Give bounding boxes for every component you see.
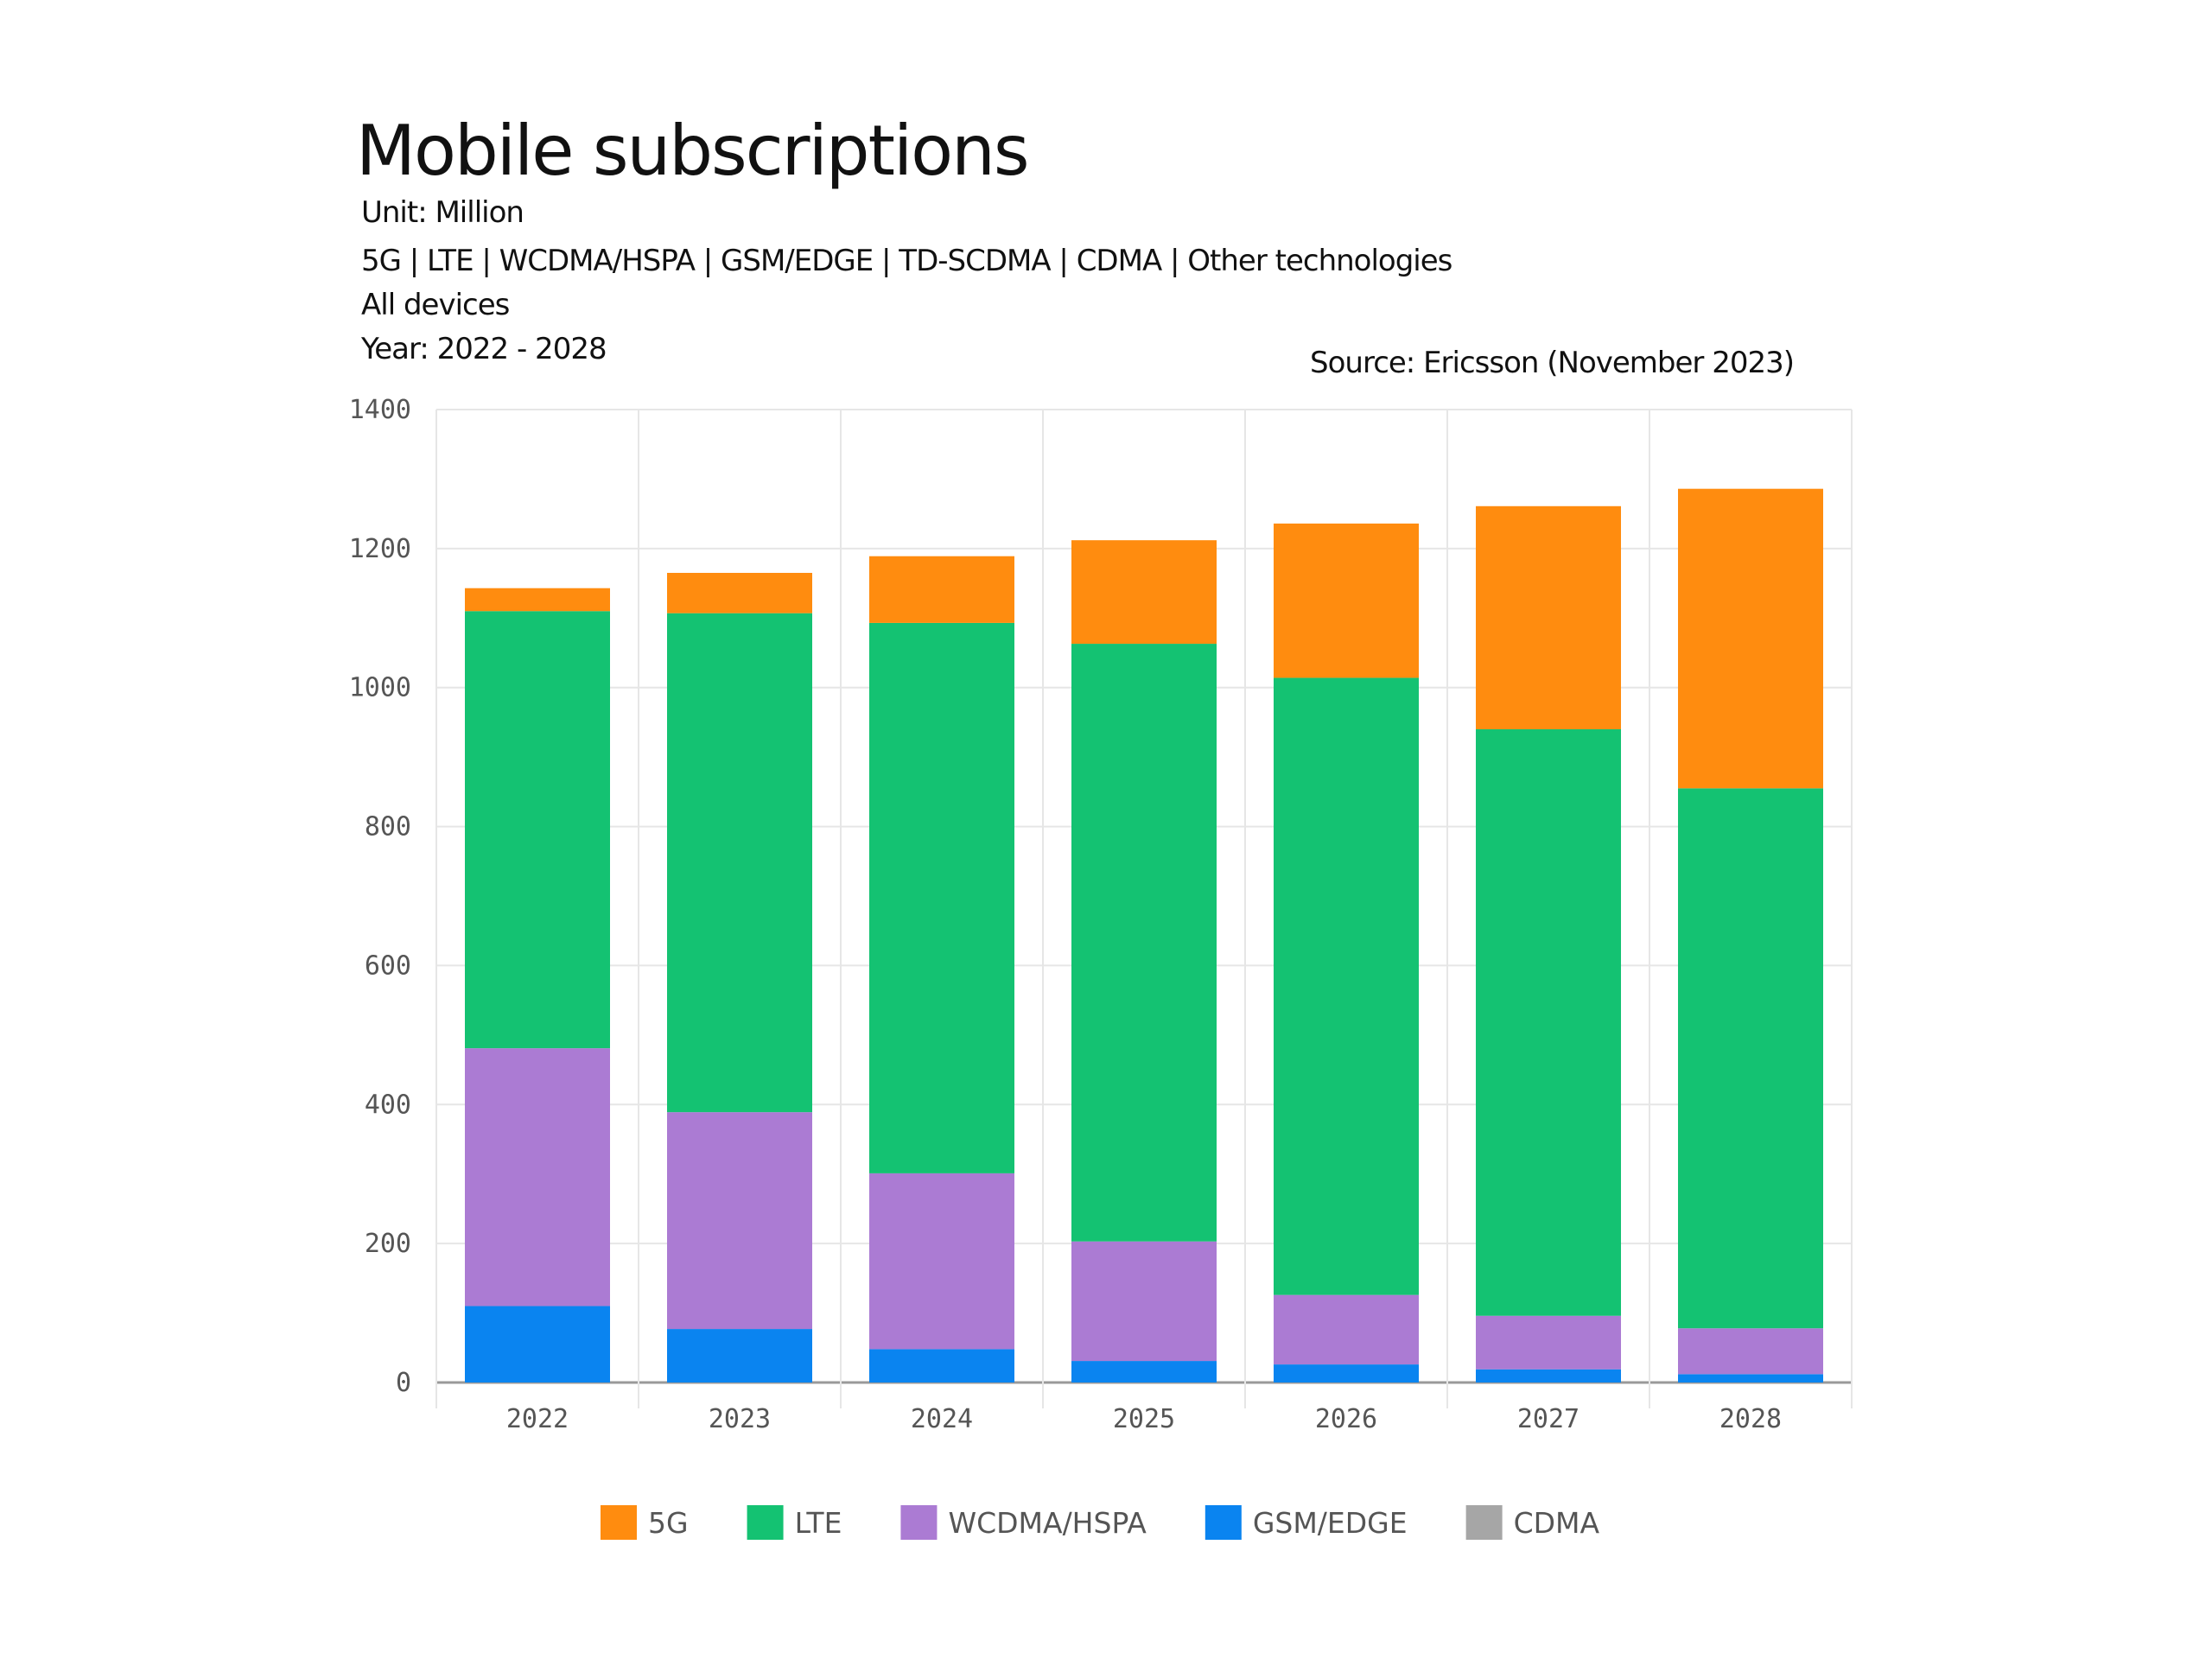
bar-segment-5g-2022 xyxy=(465,588,610,612)
bar-segment-gsm-edge-2025 xyxy=(1071,1361,1217,1382)
x-tick-label: 2027 xyxy=(1517,1404,1580,1434)
years-label: Year: 2022 - 2028 xyxy=(361,332,607,366)
bar-segment-gsm-edge-2026 xyxy=(1274,1364,1419,1382)
x-tick-label: 2022 xyxy=(506,1404,569,1434)
bar-segment-gsm-edge-2027 xyxy=(1476,1369,1621,1382)
y-tick-label: 1000 xyxy=(349,673,411,703)
y-tick-label: 1400 xyxy=(349,395,411,425)
bar-segment-gsm-edge-2024 xyxy=(869,1349,1014,1382)
source-label: Source: Ericsson (November 2023) xyxy=(1310,346,1795,380)
unit-label: Unit: Million xyxy=(361,195,524,230)
bar-segment-5g-2028 xyxy=(1678,488,1823,789)
bar-segment-wcdma-hspa-2023 xyxy=(667,1112,812,1330)
legend-label: LTE xyxy=(795,1506,842,1540)
y-tick-label: 800 xyxy=(365,812,411,842)
bar-segment-5g-2025 xyxy=(1071,540,1217,645)
bar-segment-5g-2024 xyxy=(869,556,1014,623)
bar-segment-5g-2023 xyxy=(667,573,812,613)
bar-segment-wcdma-hspa-2022 xyxy=(465,1048,610,1306)
legend-label: 5G xyxy=(648,1506,689,1540)
bar-segment-lte-2024 xyxy=(869,622,1014,1173)
y-tick-label: 600 xyxy=(365,950,411,981)
bar-segment-lte-2028 xyxy=(1678,788,1823,1329)
y-tick-label: 400 xyxy=(365,1090,411,1120)
legend-swatch-lte xyxy=(747,1505,784,1540)
legend-swatch-wcdma-hspa xyxy=(900,1505,938,1540)
bar-segment-lte-2027 xyxy=(1476,728,1621,1316)
bar-segment-lte-2022 xyxy=(465,611,610,1049)
x-tick-label: 2028 xyxy=(1719,1404,1782,1434)
legend-label: CDMA xyxy=(1514,1506,1600,1540)
legend-label: GSM/EDGE xyxy=(1253,1506,1408,1540)
x-tick-label: 2024 xyxy=(911,1404,973,1434)
bar-segment-lte-2023 xyxy=(667,613,812,1113)
bar-segment-wcdma-hspa-2026 xyxy=(1274,1294,1419,1365)
legend-label: WCDMA/HSPA xyxy=(948,1506,1147,1540)
y-tick-label: 0 xyxy=(396,1368,411,1398)
x-tick-label: 2026 xyxy=(1315,1404,1377,1434)
bar-segment-lte-2026 xyxy=(1274,677,1419,1295)
legend-swatch-cdma xyxy=(1465,1505,1503,1540)
technologies-label: 5G | LTE | WCDMA/HSPA | GSM/EDGE | TD-SC… xyxy=(361,244,1452,278)
bar-segment-wcdma-hspa-2024 xyxy=(869,1173,1014,1350)
bar-segment-gsm-edge-2028 xyxy=(1678,1374,1823,1382)
x-tick-label: 2025 xyxy=(1113,1404,1175,1434)
chart-title: Mobile subscriptions xyxy=(356,111,1029,191)
legend-swatch-5g xyxy=(601,1505,637,1540)
legend-swatch-gsm-edge xyxy=(1205,1505,1242,1540)
bar-segment-gsm-edge-2022 xyxy=(465,1306,610,1382)
bar-segment-wcdma-hspa-2027 xyxy=(1476,1315,1621,1370)
x-tick-label: 2023 xyxy=(709,1404,771,1434)
bar-segment-lte-2025 xyxy=(1071,644,1217,1242)
bar-segment-wcdma-hspa-2025 xyxy=(1071,1241,1217,1362)
bar-segment-5g-2026 xyxy=(1274,523,1419,678)
y-tick-label: 1200 xyxy=(349,534,411,564)
bar-segment-gsm-edge-2023 xyxy=(667,1329,812,1382)
devices-label: All devices xyxy=(361,288,510,322)
bar-segment-wcdma-hspa-2028 xyxy=(1678,1328,1823,1375)
y-tick-label: 200 xyxy=(365,1229,411,1259)
bar-segment-5g-2027 xyxy=(1476,505,1621,729)
